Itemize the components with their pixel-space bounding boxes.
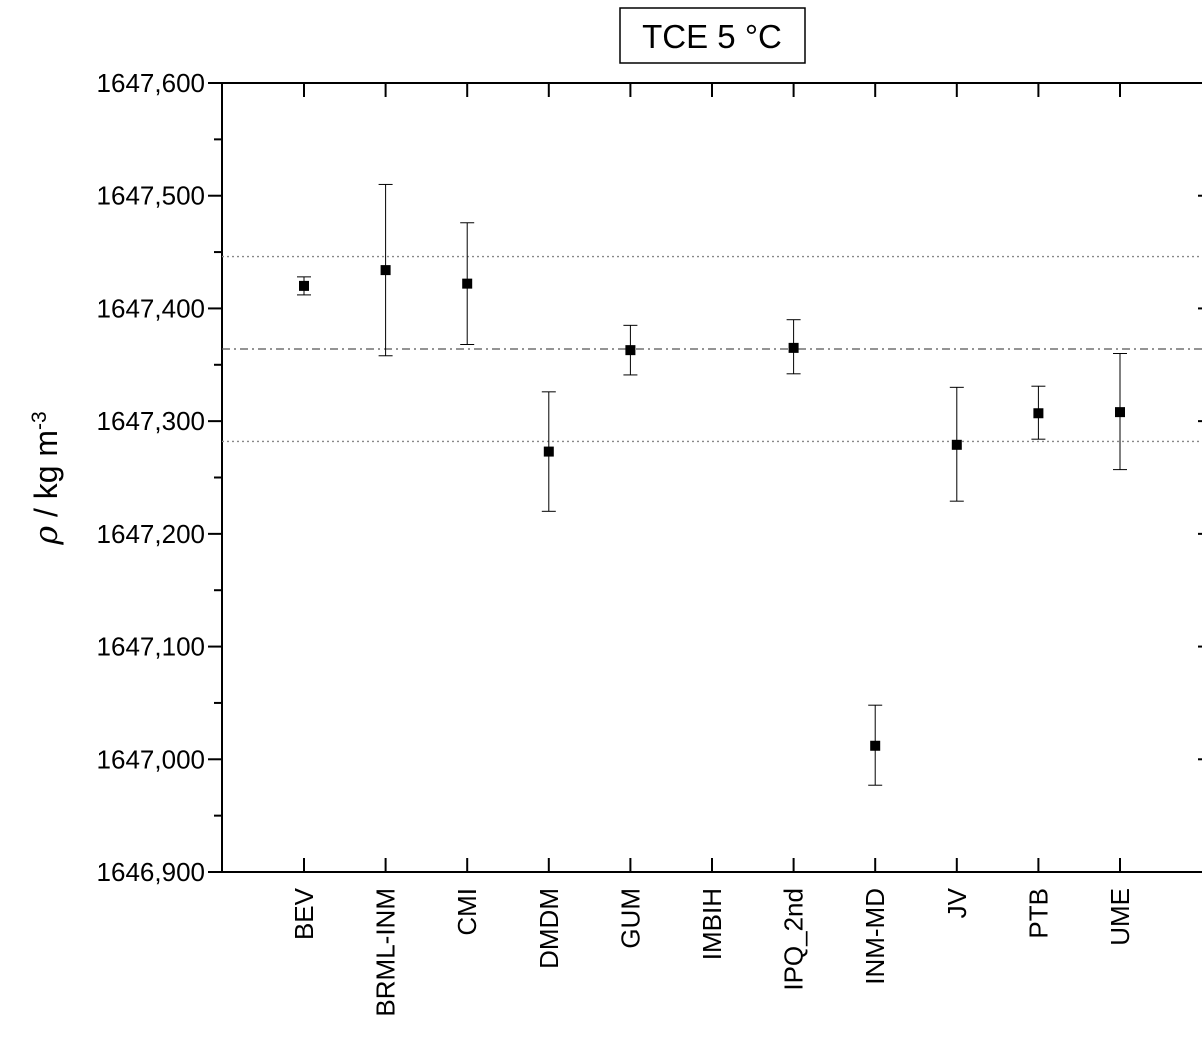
error-bars xyxy=(297,183,1127,786)
y-tick-label: 1647,500 xyxy=(97,181,205,211)
x-axis-category-labels: BEV BRML-INM CMI DMDM GUM IMBIH IPQ_2nd INM-MD J… xyxy=(289,887,1135,1016)
y-axis-label-unit: / kg m xyxy=(28,430,64,526)
data-point-INM-MD xyxy=(870,740,881,751)
data-point-IPQ_2nd xyxy=(788,342,799,353)
y-axis-ticks xyxy=(208,82,1202,873)
x-axis-ticks xyxy=(303,83,1121,872)
y-tick-label: 1647,300 xyxy=(97,406,205,436)
x-category-label: INM-MD xyxy=(860,888,890,985)
plot-frame xyxy=(221,82,1202,873)
y-axis-label: ρ / kg m-3 xyxy=(27,411,65,546)
x-category-label: UME xyxy=(1105,888,1135,946)
y-axis-tick-labels: 1646,900 1647,000 1647,100 1647,200 1647,300… xyxy=(97,68,205,887)
reference-lines xyxy=(222,255,1202,443)
x-category-label: JV xyxy=(942,887,972,918)
chart-title-box xyxy=(619,7,806,64)
data-points xyxy=(299,265,1125,751)
chart-title: TCE 5 °C xyxy=(619,7,806,64)
y-axis-label-symbol: ρ xyxy=(27,526,65,546)
y-axis-label-exponent: -3 xyxy=(28,411,51,430)
x-category-label: PTB xyxy=(1023,888,1053,939)
chart-title-text: TCE 5 °C xyxy=(642,18,782,55)
y-tick-label: 1646,900 xyxy=(97,857,205,887)
data-point-JV xyxy=(951,439,962,450)
x-category-label: CMI xyxy=(452,888,482,936)
data-point-UME xyxy=(1115,407,1125,418)
y-tick-label: 1647,600 xyxy=(97,68,205,98)
data-point-GUM xyxy=(625,345,636,356)
x-category-label: IPQ_2nd xyxy=(779,888,809,991)
data-point-CMI xyxy=(462,278,473,289)
data-point-PTB xyxy=(1033,408,1044,419)
y-tick-label: 1647,100 xyxy=(97,632,205,662)
y-tick-label: 1647,200 xyxy=(97,519,205,549)
y-tick-label: 1647,400 xyxy=(97,293,205,323)
x-category-label: BRML-INM xyxy=(371,888,401,1017)
y-tick-label: 1647,000 xyxy=(97,744,205,774)
x-category-label: DMDM xyxy=(534,888,564,969)
x-category-label: GUM xyxy=(615,888,645,949)
x-category-label: BEV xyxy=(289,887,319,940)
data-point-BRML-INM xyxy=(380,265,391,276)
data-point-DMDM xyxy=(543,446,554,457)
data-point-BEV xyxy=(299,280,309,291)
x-category-label: IMBIH xyxy=(697,888,727,960)
